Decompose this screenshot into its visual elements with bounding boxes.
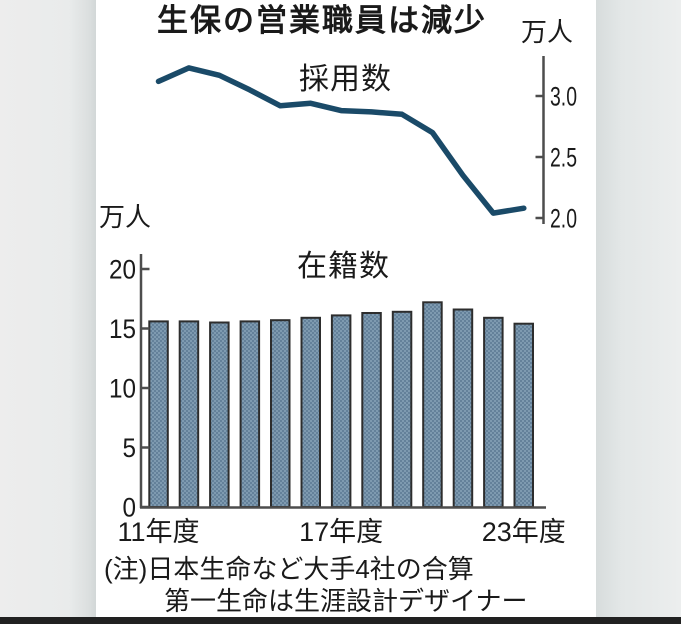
top-axis-tick-label: 2.0	[550, 204, 577, 234]
enrolled-bar	[270, 319, 291, 509]
x-tick-label: 23年度	[481, 517, 566, 547]
bottom-axis-tick-label: 10	[109, 374, 136, 404]
bottom-axis-tick-label: 0	[123, 493, 137, 523]
enrolled-bar	[330, 314, 352, 508]
footnote-line-2: 第一生命は生涯設計デザイナー	[164, 586, 528, 616]
x-tick-label: 17年度	[299, 517, 384, 547]
bottom-axis-tick-label: 15	[109, 314, 136, 344]
right-gutter	[596, 0, 681, 624]
enrolled-bar	[391, 310, 413, 508]
footnote-line-1: (注)日本生命など大手4社の合算	[104, 554, 474, 584]
hires-line-series	[155, 65, 527, 216]
enrolled-bar	[422, 301, 443, 508]
bottom-axis-tick-label: 20	[109, 255, 136, 285]
bottom-border	[0, 617, 681, 624]
enrolled-bar	[209, 321, 230, 508]
bottom-axis-tick-label: 5	[123, 433, 137, 463]
enrolled-bar	[178, 320, 200, 508]
bar-series-label: 在籍数	[297, 250, 390, 283]
enrolled-bar	[483, 316, 504, 508]
top-axis-tick-label: 2.5	[550, 143, 577, 173]
enrolled-bar	[361, 312, 382, 508]
enrolled-bar	[513, 322, 534, 509]
chart-title: 生保の営業職員は減少	[157, 3, 487, 38]
x-tick-label: 11年度	[117, 517, 200, 547]
top-axis-unit-label: 万人	[521, 17, 574, 47]
enrolled-bar	[300, 316, 321, 508]
enrolled-bar	[452, 308, 474, 508]
left-gutter	[0, 0, 96, 624]
bottom-axis-unit-label: 万人	[99, 202, 152, 232]
enrolled-bar	[148, 320, 169, 508]
top-axis-tick-label: 3.0	[550, 82, 577, 112]
line-series-label: 採用数	[299, 63, 392, 96]
enrolled-bar	[239, 320, 261, 508]
